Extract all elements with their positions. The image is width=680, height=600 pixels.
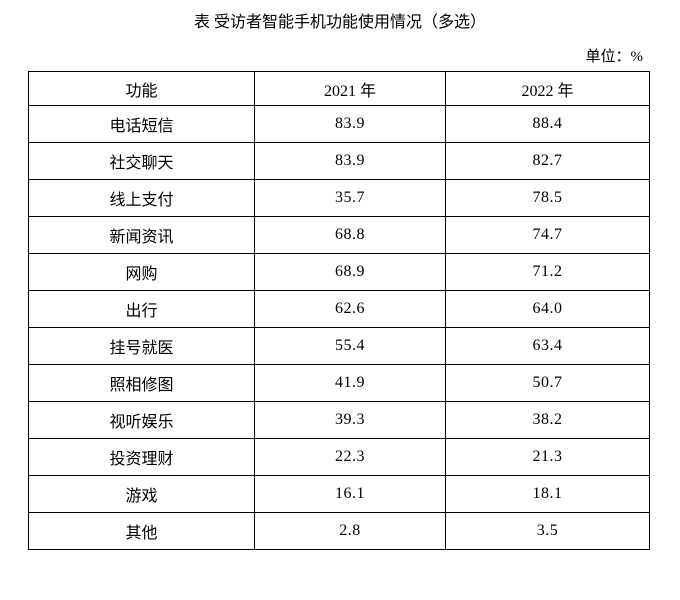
value-cell-2022: 18.1 — [445, 475, 650, 513]
value-cell-2021: 2.8 — [254, 512, 446, 550]
table-row: 视听娱乐 39.3 38.2 — [28, 401, 650, 439]
table-row: 投资理财 22.3 21.3 — [28, 438, 650, 476]
value-cell-2022: 71.2 — [445, 253, 650, 291]
row-label-cell: 视听娱乐 — [28, 401, 255, 439]
value-cell-2021: 39.3 — [254, 401, 446, 439]
value-cell-2021: 83.9 — [254, 105, 446, 143]
table-row: 游戏 16.1 18.1 — [28, 475, 650, 513]
value-cell-2021: 22.3 — [254, 438, 446, 476]
page-title: 表 受访者智能手机功能使用情况（多选） — [193, 14, 486, 31]
table-row: 电话短信 83.9 88.4 — [28, 105, 650, 143]
row-label-cell: 出行 — [28, 290, 255, 328]
row-label-cell: 新闻资讯 — [28, 216, 255, 254]
value-cell-2022: 64.0 — [445, 290, 650, 328]
table-row: 新闻资讯 68.8 74.7 — [28, 216, 650, 254]
value-cell-2022: 21.3 — [445, 438, 650, 476]
value-cell-2021: 35.7 — [254, 179, 446, 217]
row-label-cell: 其他 — [28, 512, 255, 550]
column-header-2021: 2021 年 — [254, 71, 446, 106]
table-row: 其他 2.8 3.5 — [28, 512, 650, 550]
value-cell-2022: 82.7 — [445, 142, 650, 180]
row-label-cell: 线上支付 — [28, 179, 255, 217]
table-row: 照相修图 41.9 50.7 — [28, 364, 650, 402]
value-cell-2022: 74.7 — [445, 216, 650, 254]
row-label-cell: 挂号就医 — [28, 327, 255, 365]
value-cell-2022: 88.4 — [445, 105, 650, 143]
table-row: 网购 68.9 71.2 — [28, 253, 650, 291]
value-cell-2021: 68.9 — [254, 253, 446, 291]
value-cell-2022: 38.2 — [445, 401, 650, 439]
value-cell-2022: 3.5 — [445, 512, 650, 550]
table-header-row: 功能 2021 年 2022 年 — [28, 71, 650, 106]
value-cell-2021: 41.9 — [254, 364, 446, 402]
table-row: 出行 62.6 64.0 — [28, 290, 650, 328]
column-header-function: 功能 — [28, 71, 255, 106]
row-label-cell: 电话短信 — [28, 105, 255, 143]
value-cell-2021: 55.4 — [254, 327, 446, 365]
row-label-cell: 投资理财 — [28, 438, 255, 476]
table-row: 线上支付 35.7 78.5 — [28, 179, 650, 217]
row-label-cell: 社交聊天 — [28, 142, 255, 180]
column-header-2022: 2022 年 — [445, 71, 650, 106]
value-cell-2021: 68.8 — [254, 216, 446, 254]
row-label-cell: 网购 — [28, 253, 255, 291]
table-row: 社交聊天 83.9 82.7 — [28, 142, 650, 180]
value-cell-2021: 62.6 — [254, 290, 446, 328]
value-cell-2022: 78.5 — [445, 179, 650, 217]
value-cell-2021: 16.1 — [254, 475, 446, 513]
value-cell-2022: 50.7 — [445, 364, 650, 402]
usage-table: 功能 2021 年 2022 年 电话短信 83.9 88.4 社交聊天 83.… — [28, 71, 650, 550]
unit-label: 单位：% — [585, 49, 644, 65]
value-cell-2021: 83.9 — [254, 142, 446, 180]
value-cell-2022: 63.4 — [445, 327, 650, 365]
table-row: 挂号就医 55.4 63.4 — [28, 327, 650, 365]
row-label-cell: 照相修图 — [28, 364, 255, 402]
row-label-cell: 游戏 — [28, 475, 255, 513]
